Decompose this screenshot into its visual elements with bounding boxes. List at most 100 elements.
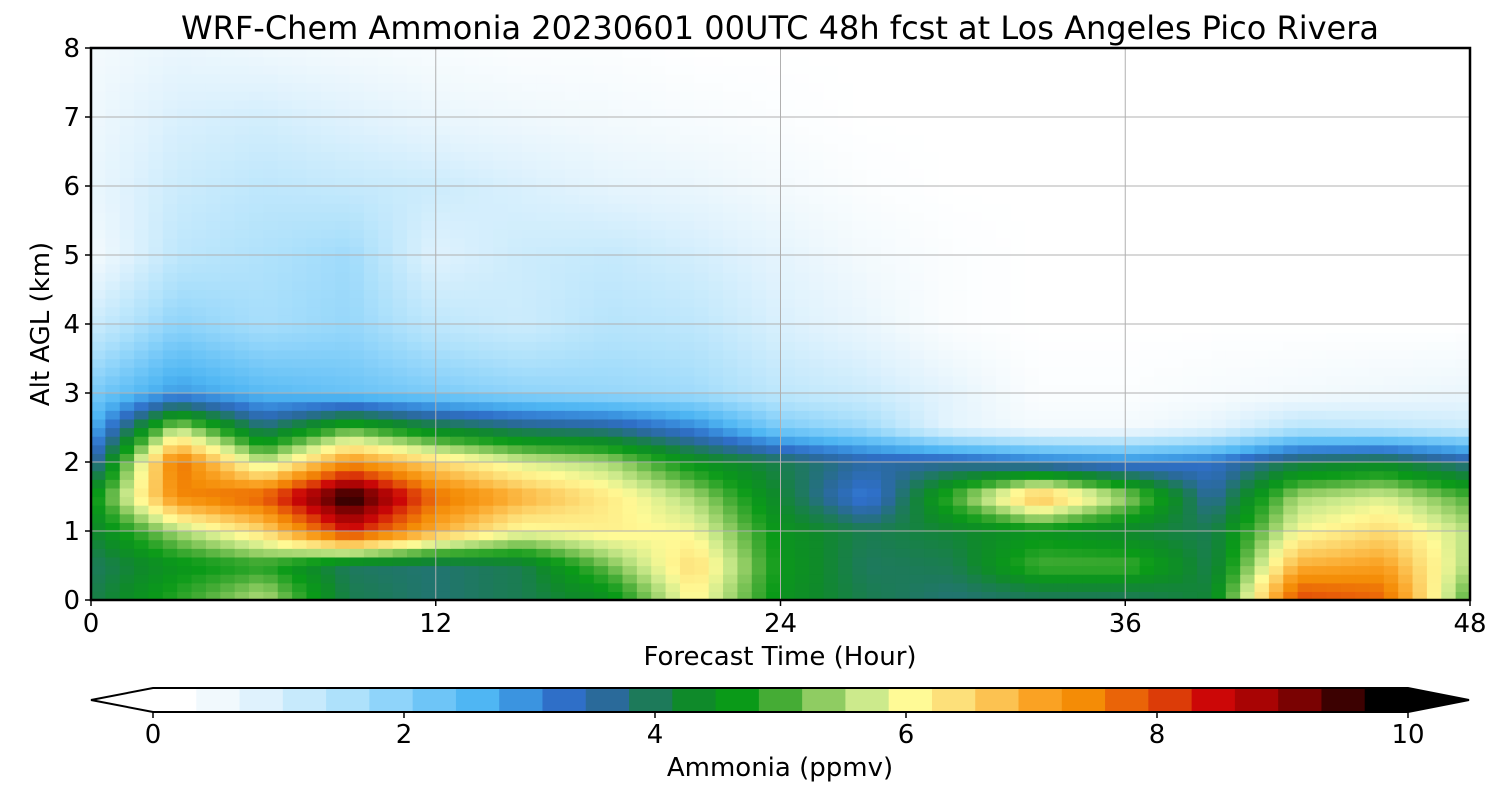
heatmap-cell [1153, 263, 1169, 273]
heatmap-cell [924, 487, 940, 498]
heatmap-cell [579, 220, 595, 230]
heatmap-cell [766, 539, 782, 549]
heatmap-cell [119, 367, 135, 377]
heatmap-cell [378, 315, 394, 325]
heatmap-cell [1082, 203, 1098, 213]
heatmap-cell [1268, 315, 1284, 325]
heatmap-cell [823, 211, 839, 222]
heatmap-cell [191, 246, 207, 256]
heatmap-cell [852, 263, 868, 273]
heatmap-cell [220, 436, 236, 446]
heatmap-cell [363, 203, 379, 213]
heatmap-cell [1096, 444, 1112, 454]
heatmap-cell [234, 531, 250, 541]
heatmap-cell [665, 237, 681, 247]
heatmap-cell [349, 418, 365, 429]
heatmap-cell [1096, 591, 1112, 600]
heatmap-cell [1268, 186, 1284, 196]
heatmap-cell [1039, 237, 1055, 247]
heatmap-cell [91, 574, 106, 584]
heatmap-cell [493, 332, 509, 342]
heatmap-cell [565, 531, 580, 541]
heatmap-cell [1455, 574, 1470, 584]
heatmap-cell [464, 479, 480, 489]
heatmap-cell [536, 522, 552, 532]
heatmap-cell [593, 160, 609, 170]
heatmap-cell [1039, 263, 1055, 273]
heatmap-cell [407, 332, 422, 342]
heatmap-cell [407, 556, 422, 567]
heatmap-cell [1355, 358, 1371, 368]
heatmap-cell [967, 332, 983, 342]
heatmap-cell [134, 436, 150, 446]
heatmap-cell [507, 496, 523, 506]
heatmap-cell [866, 384, 882, 394]
heatmap-cell [435, 410, 451, 420]
heatmap-cell [1398, 151, 1414, 161]
heatmap-cell [335, 479, 351, 489]
heatmap-cell [852, 539, 868, 549]
heatmap-cell [895, 513, 911, 523]
heatmap-cell [320, 531, 336, 541]
heatmap-cell [1053, 479, 1069, 489]
heatmap-cell [1369, 203, 1385, 213]
heatmap-cell [565, 168, 580, 178]
heatmap-cell [766, 246, 782, 256]
heatmap-cell [1053, 324, 1069, 334]
heatmap-cell [636, 168, 652, 178]
heatmap-cell [737, 263, 753, 273]
heatmap-cell [134, 444, 150, 454]
heatmap-cell [780, 203, 796, 213]
heatmap-cell [1139, 151, 1155, 161]
heatmap-cell [694, 367, 710, 377]
heatmap-cell [1082, 393, 1098, 403]
heatmap-cell [349, 298, 365, 308]
heatmap-cell [550, 496, 566, 506]
heatmap-cell [895, 177, 911, 187]
heatmap-cell [392, 470, 408, 480]
heatmap-cell [837, 574, 853, 584]
heatmap-cell [550, 237, 566, 247]
heatmap-cell [1240, 462, 1256, 472]
heatmap-cell [679, 462, 695, 472]
heatmap-cell [1225, 453, 1241, 463]
heatmap-cell [191, 479, 207, 489]
heatmap-cell [665, 298, 681, 308]
heatmap-cell [938, 565, 954, 575]
heatmap-cell [1082, 470, 1098, 480]
heatmap-cell [249, 332, 264, 342]
heatmap-cell [579, 211, 595, 222]
heatmap-cell [708, 375, 724, 385]
heatmap-cell [1053, 470, 1069, 480]
heatmap-cell [220, 444, 236, 454]
heatmap-cell [1355, 298, 1371, 308]
heatmap-cell [277, 479, 293, 489]
heatmap-cell [1125, 531, 1141, 541]
heatmap-cell [837, 582, 853, 592]
heatmap-cell [1398, 427, 1414, 437]
heatmap-cell [766, 470, 782, 480]
heatmap-cell [1197, 341, 1213, 351]
heatmap-cell [967, 401, 983, 411]
heatmap-cell [1153, 591, 1169, 600]
heatmap-cell [363, 505, 379, 515]
heatmap-cell [852, 582, 868, 592]
heatmap-cell [1311, 220, 1327, 230]
heatmap-cell [665, 211, 681, 222]
heatmap-cell [349, 565, 365, 575]
heatmap-cell [1398, 496, 1414, 506]
heatmap-cell [392, 496, 408, 506]
heatmap-cell [622, 306, 638, 316]
heatmap-cell [1355, 470, 1371, 480]
heatmap-cell [665, 565, 681, 575]
heatmap-cell [895, 591, 911, 600]
heatmap-cell [1426, 565, 1442, 575]
heatmap-cell [967, 539, 983, 549]
heatmap-cell [320, 367, 336, 377]
heatmap-cell [191, 220, 207, 230]
heatmap-cell [579, 194, 595, 204]
heatmap-cell [1053, 358, 1069, 368]
heatmap-cell [349, 591, 365, 600]
heatmap-cell [651, 349, 667, 360]
heatmap-cell [1125, 298, 1141, 308]
